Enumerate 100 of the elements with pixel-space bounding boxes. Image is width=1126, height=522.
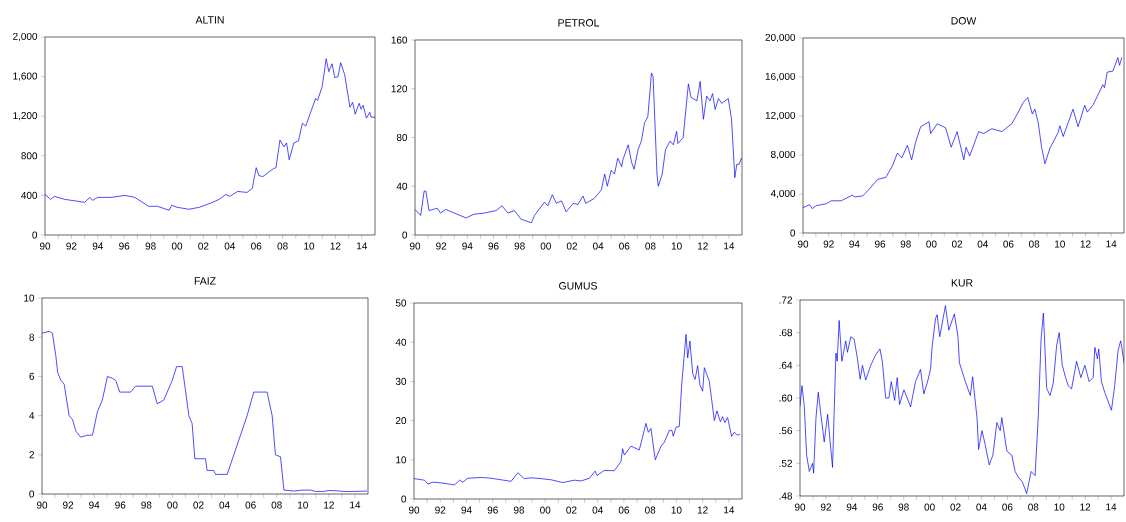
x-tick-label: 04: [592, 242, 604, 250]
y-tick-label: 8: [29, 333, 35, 341]
y-tick-label: .64: [779, 361, 793, 369]
y-tick-label: 1,200: [13, 112, 38, 121]
y-tick-label: .56: [779, 427, 793, 435]
x-tick-label: 98: [145, 242, 156, 250]
y-tick-label: 120: [391, 85, 408, 93]
x-tick-label: 90: [39, 242, 51, 250]
x-tick-label: 06: [1003, 240, 1014, 248]
x-tick-label: 94: [89, 501, 100, 509]
x-tick-label: 02: [950, 503, 961, 511]
x-tick-label: 10: [298, 501, 308, 509]
x-tick-label: 94: [461, 506, 472, 514]
y-tick-label: 40: [396, 182, 408, 190]
x-tick-label: 96: [487, 506, 498, 514]
line-series: [42, 330, 368, 492]
x-tick-label: 12: [697, 242, 708, 250]
x-tick-label: 92: [63, 501, 74, 509]
x-tick-label: 96: [115, 501, 126, 509]
x-tick-label: 08: [645, 242, 656, 250]
y-tick-label: 30: [395, 377, 407, 385]
y-tick-label: 800: [21, 152, 38, 160]
x-tick-label: 04: [592, 506, 603, 514]
x-tick-label: 06: [1002, 503, 1013, 511]
y-tick-label: 20: [395, 417, 407, 425]
x-tick-label: 04: [219, 501, 230, 509]
chart-title: KUR: [951, 279, 973, 287]
line-series: [803, 57, 1123, 209]
x-tick-label: 92: [820, 503, 831, 511]
x-tick-label: 00: [167, 501, 178, 509]
x-tick-label: 08: [1028, 503, 1039, 511]
x-tick-label: 02: [198, 242, 209, 250]
x-tick-label: 14: [357, 242, 368, 250]
x-tick-label: 12: [324, 501, 334, 509]
y-tick-label: .72: [779, 296, 792, 304]
x-tick-label: 92: [823, 240, 834, 248]
x-tick-label: 94: [849, 240, 860, 248]
y-tick-label: 40: [395, 338, 407, 346]
y-tick-label: 4: [29, 412, 35, 420]
x-tick-label: 14: [1106, 240, 1117, 248]
x-tick-label: 96: [874, 240, 886, 248]
y-tick-label: 2: [29, 451, 34, 459]
y-tick-label: 10: [396, 456, 407, 464]
y-tick-label: 0: [29, 490, 35, 498]
chart-title: DOW: [951, 17, 977, 25]
y-tick-label: 0: [32, 231, 38, 239]
x-tick-label: 90: [36, 501, 48, 509]
chart-title: PETROL: [558, 19, 600, 27]
line-series: [414, 334, 741, 486]
x-tick-label: 00: [926, 240, 937, 248]
x-tick-label: 00: [540, 242, 551, 250]
x-tick-label: 08: [271, 501, 282, 509]
y-tick-label: 0: [401, 495, 407, 503]
y-tick-label: 10: [24, 294, 35, 302]
x-tick-label: 90: [797, 240, 809, 248]
line-series: [45, 58, 375, 211]
x-tick-label: 08: [1028, 240, 1040, 248]
y-tick-label: .68: [779, 329, 793, 337]
x-tick-label: 90: [408, 506, 420, 514]
x-tick-label: 98: [513, 506, 525, 514]
x-tick-label: 94: [846, 503, 858, 511]
x-tick-label: 98: [141, 501, 152, 509]
x-tick-label: 92: [435, 506, 446, 514]
y-tick-label: 16,000: [765, 72, 796, 82]
x-tick-label: 92: [66, 242, 77, 250]
chart-title: FAIZ: [194, 277, 216, 285]
y-tick-label: 2,000: [13, 32, 38, 42]
x-tick-label: 94: [462, 242, 473, 250]
x-tick-label: 10: [304, 242, 315, 250]
x-tick-label: 98: [900, 240, 911, 248]
x-tick-label: 96: [872, 503, 883, 511]
y-tick-label: 1,600: [13, 72, 38, 81]
y-tick-label: 8,000: [771, 150, 796, 160]
x-tick-label: 06: [619, 242, 630, 250]
x-tick-label: 90: [409, 242, 421, 250]
chart-title: GUMUS: [559, 282, 597, 290]
x-tick-label: 02: [193, 501, 204, 509]
x-tick-label: 96: [488, 242, 499, 250]
x-tick-label: 94: [92, 242, 104, 250]
x-tick-label: 06: [245, 501, 256, 509]
y-tick-label: 20,000: [765, 33, 796, 43]
x-tick-label: 98: [514, 242, 525, 250]
x-tick-label: 12: [1080, 503, 1091, 511]
x-tick-label: 14: [1106, 503, 1117, 511]
x-tick-label: 12: [1080, 240, 1091, 248]
x-tick-label: 92: [436, 242, 447, 250]
y-tick-label: 0: [790, 229, 796, 237]
y-tick-label: 4,000: [770, 189, 796, 199]
x-tick-label: 10: [671, 242, 682, 250]
x-tick-label: 02: [566, 242, 578, 250]
y-tick-label: 6: [29, 372, 35, 380]
chart-title: ALTIN: [195, 16, 224, 24]
line-series: [800, 305, 1125, 494]
x-tick-label: 00: [924, 503, 935, 511]
x-tick-label: 02: [951, 240, 963, 248]
x-tick-label: 90: [794, 503, 806, 511]
x-tick-label: 02: [566, 506, 577, 514]
y-tick-label: .52: [779, 459, 792, 467]
x-tick-label: 00: [171, 242, 183, 250]
y-tick-label: 80: [396, 133, 408, 142]
